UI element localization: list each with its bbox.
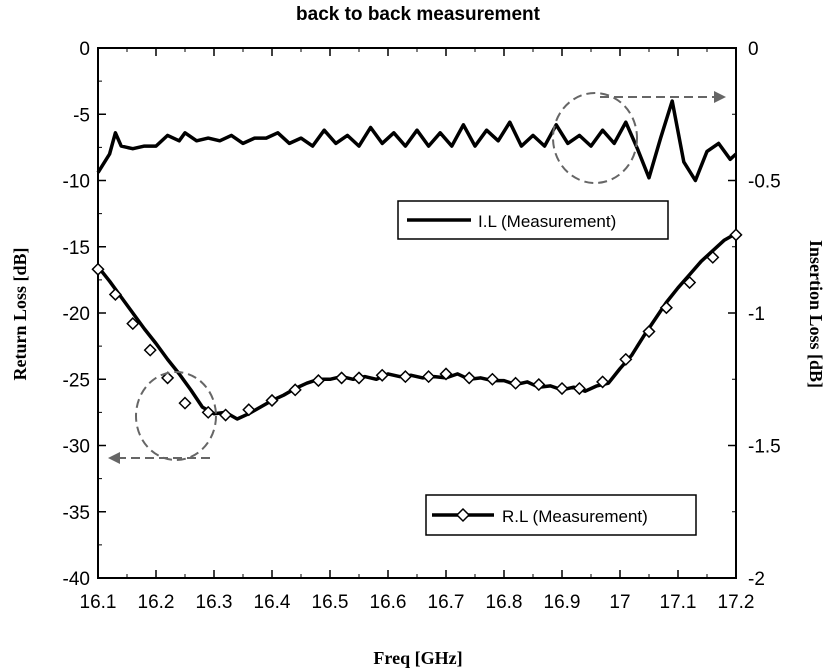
rl-arrow-head	[108, 452, 120, 464]
x-axis-label: Freq [GHz]	[373, 648, 462, 668]
x-tick-label: 16.1	[80, 592, 117, 613]
il-highlight-ellipse	[552, 92, 638, 184]
rl-marker-point	[659, 301, 673, 315]
x-tick-label: 16.2	[138, 592, 175, 613]
rl-marker-point	[485, 372, 499, 386]
rl-series-line	[96, 231, 737, 421]
left-tick-label: -25	[63, 370, 90, 391]
right-tick-label: -2	[748, 569, 765, 590]
rl-marker-point	[219, 408, 233, 422]
x-tick-label: 16.5	[312, 592, 349, 613]
right-axis-ticks: 0 -0.5 -1 -1.5 -2	[728, 39, 781, 590]
plot-area: 0 -5 -10 -15 -20 -25 -30 -35 -40 0 -0.5 -1 -1.5 -2 1…	[63, 39, 781, 613]
x-tick-label: 17	[609, 592, 630, 613]
rl-marker-point	[143, 343, 157, 357]
chart-title: back to back measurement	[296, 4, 541, 25]
rl-marker-point	[422, 370, 436, 384]
rl-marker-point	[375, 368, 389, 382]
rl-marker-point	[572, 381, 586, 396]
rl-marker-point	[555, 381, 569, 396]
right-tick-label: -1.5	[748, 437, 781, 458]
rl-marker-point	[509, 376, 523, 390]
x-tick-label: 16.4	[254, 592, 291, 613]
il-series-line	[96, 99, 738, 183]
left-tick-label: -15	[63, 238, 90, 259]
left-tick-label: -10	[63, 172, 90, 193]
rl-marker-point	[532, 377, 546, 392]
x-tick-label: 16.7	[428, 592, 465, 613]
x-axis-ticks: 16.1 16.2 16.3 16.4 16.5 16.6 16.7 16.8 16.9 17 17…	[80, 48, 755, 613]
rl-marker-point	[178, 396, 192, 410]
rl-marker-point	[288, 383, 302, 397]
rl-marker-point	[108, 287, 122, 302]
rl-marker-point	[161, 371, 175, 385]
right-tick-label: -0.5	[748, 172, 781, 193]
series-layer	[91, 99, 743, 422]
annotation-layer	[108, 91, 726, 464]
rl-marker-point	[619, 352, 633, 366]
left-tick-label: 0	[79, 39, 90, 60]
rl-marker-point	[335, 371, 349, 385]
x-tick-label: 17.2	[718, 592, 755, 613]
left-axis-ticks: 0 -5 -10 -15 -20 -25 -30 -35 -40	[63, 39, 106, 590]
rl-marker-point	[201, 405, 215, 419]
rl-marker-point	[242, 403, 256, 417]
rl-marker-point	[265, 393, 279, 408]
rl-marker-point	[683, 275, 697, 290]
il-arrow-head	[714, 91, 726, 103]
rl-marker-point	[642, 324, 656, 339]
x-tick-label: 17.1	[660, 592, 697, 613]
rl-marker-point	[706, 250, 720, 264]
x-tick-label: 16.3	[196, 592, 233, 613]
legend-rl-label: R.L (Measurement)	[502, 507, 648, 526]
rl-marker-point	[596, 375, 610, 389]
left-tick-label: -35	[63, 503, 90, 524]
right-tick-label: 0	[748, 39, 759, 60]
legend-il: I.L (Measurement)	[397, 200, 669, 240]
legend-rl: R.L (Measurement)	[425, 494, 697, 536]
rl-marker-point	[462, 371, 476, 385]
rl-marker-point	[352, 371, 366, 385]
left-tick-label: -5	[73, 105, 90, 126]
rl-marker-point	[91, 262, 105, 276]
left-tick-label: -30	[63, 437, 90, 458]
legend-il-label: I.L (Measurement)	[478, 212, 616, 231]
rl-marker-point	[311, 374, 325, 388]
left-tick-label: -20	[63, 304, 90, 325]
rl-highlight-ellipse	[135, 371, 217, 461]
x-tick-label: 16.8	[486, 592, 523, 613]
rl-marker-point	[439, 367, 453, 381]
right-tick-label: -1	[748, 304, 765, 325]
right-axis-label: Insertion Loss [dB]	[806, 240, 826, 388]
x-tick-label: 16.9	[544, 592, 581, 613]
rl-marker-point	[729, 228, 743, 242]
rl-marker-point	[126, 317, 140, 331]
rl-marker-point	[398, 370, 412, 384]
left-axis-label: Return Loss [dB]	[10, 247, 30, 380]
legend-rl-marker	[455, 507, 471, 523]
x-tick-label: 16.6	[370, 592, 407, 613]
left-tick-label: -40	[63, 569, 90, 590]
